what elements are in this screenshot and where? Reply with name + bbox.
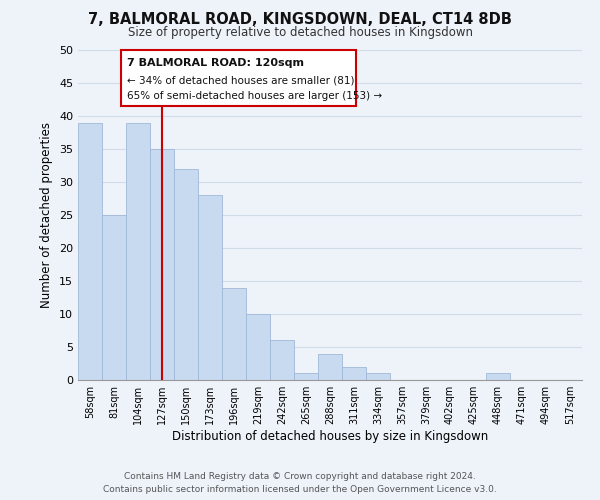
Text: 65% of semi-detached houses are larger (153) →: 65% of semi-detached houses are larger (… <box>127 91 382 101</box>
Bar <box>270 340 294 380</box>
Bar <box>78 122 102 380</box>
Bar <box>318 354 342 380</box>
Bar <box>294 374 318 380</box>
Bar <box>198 195 222 380</box>
Y-axis label: Number of detached properties: Number of detached properties <box>40 122 53 308</box>
Text: Contains public sector information licensed under the Open Government Licence v3: Contains public sector information licen… <box>103 485 497 494</box>
Bar <box>366 374 390 380</box>
Bar <box>342 367 366 380</box>
Text: 7, BALMORAL ROAD, KINGSDOWN, DEAL, CT14 8DB: 7, BALMORAL ROAD, KINGSDOWN, DEAL, CT14 … <box>88 12 512 28</box>
Text: Size of property relative to detached houses in Kingsdown: Size of property relative to detached ho… <box>128 26 473 39</box>
Bar <box>246 314 270 380</box>
Bar <box>126 122 150 380</box>
Bar <box>150 149 174 380</box>
FancyBboxPatch shape <box>121 50 356 106</box>
Text: ← 34% of detached houses are smaller (81): ← 34% of detached houses are smaller (81… <box>127 75 355 85</box>
Text: Contains HM Land Registry data © Crown copyright and database right 2024.: Contains HM Land Registry data © Crown c… <box>124 472 476 481</box>
Bar <box>102 215 126 380</box>
Bar <box>174 169 198 380</box>
Text: 7 BALMORAL ROAD: 120sqm: 7 BALMORAL ROAD: 120sqm <box>127 58 304 68</box>
X-axis label: Distribution of detached houses by size in Kingsdown: Distribution of detached houses by size … <box>172 430 488 443</box>
Bar <box>486 374 510 380</box>
Bar <box>222 288 246 380</box>
